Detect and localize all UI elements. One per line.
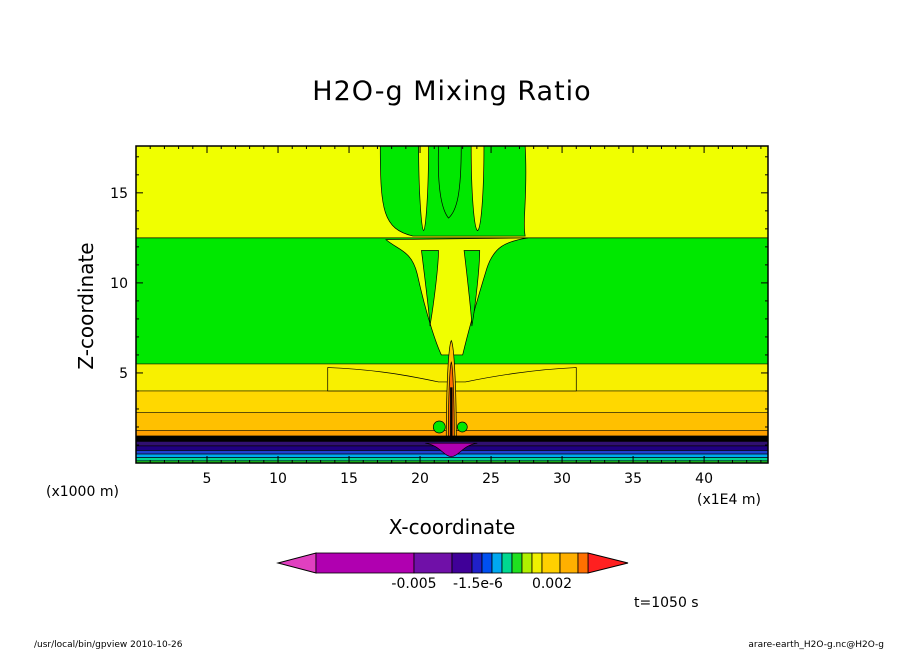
chart-title: H2O-g Mixing Ratio	[312, 76, 592, 107]
y-tick-label: 10	[110, 276, 128, 292]
plume-yellow-funnel	[385, 237, 529, 356]
colorbar-tick-label: -0.005	[391, 576, 436, 592]
plume-base-dip	[425, 442, 478, 458]
colorbar-segment	[511, 552, 523, 574]
footer-path: /usr/local/bin/gpview 2010-10-26	[34, 640, 183, 650]
colorbar-segment	[531, 552, 543, 574]
x-axis-label: X-coordinate	[388, 515, 516, 539]
time-label: t=1050 s	[634, 595, 699, 611]
plume-green-core	[437, 146, 462, 219]
plot-area	[136, 146, 768, 463]
contour-layer	[136, 435, 768, 442]
x-scale-label: (x1E4 m)	[697, 492, 761, 508]
colorbar-segment	[471, 552, 483, 574]
x-tick-label: 25	[482, 471, 500, 487]
colorbar-segment	[501, 552, 513, 574]
plume-green-blob	[432, 420, 446, 434]
plume-wing	[327, 367, 577, 392]
colorbar-arrow-left	[276, 552, 317, 574]
colorbar-segment	[521, 552, 533, 574]
plume-yellow-finger	[470, 146, 485, 232]
x-tick-label: 30	[553, 471, 571, 487]
colorbar-segment	[541, 552, 561, 574]
colorbar-segment	[481, 552, 493, 574]
plume-green-blob	[456, 421, 468, 433]
plume-contours	[327, 146, 577, 458]
x-tick-label: 40	[695, 471, 713, 487]
plume-yellow-finger	[418, 146, 429, 232]
footer-file: arare-earth_H2O-g.nc@H2O-g	[748, 640, 884, 650]
plume-green-inner	[463, 250, 481, 327]
plume-green-inner	[421, 250, 439, 327]
colorbar-segment	[413, 552, 453, 574]
y-tick-label: 5	[119, 366, 128, 382]
x-unit-label: (x1000 m)	[46, 484, 119, 500]
colorbar-segment	[559, 552, 579, 574]
y-tick-label: 15	[110, 186, 128, 202]
axis-ticks: 5 10 15 20 25 30 35 40 5 10 15	[110, 146, 768, 487]
plot-frame	[135, 145, 769, 464]
colorbar: -0.005 -1.5e-6 0.002	[276, 552, 629, 592]
y-axis-label: Z-coordinate	[74, 242, 98, 370]
x-tick-label: 10	[269, 471, 287, 487]
colorbar-arrow-right	[587, 552, 629, 574]
contour-layer	[136, 457, 768, 461]
colorbar-tick-label: -1.5e-6	[453, 576, 503, 592]
colorbar-segment	[577, 552, 589, 574]
colorbar-segment	[315, 552, 415, 574]
colorbar-segment	[491, 552, 503, 574]
plume-stalk-core	[450, 387, 453, 436]
colorbar-tick-label: 0.002	[532, 576, 572, 592]
x-tick-label: 20	[411, 471, 429, 487]
colorbar-segment	[451, 552, 473, 574]
x-tick-label: 15	[340, 471, 358, 487]
x-tick-label: 35	[624, 471, 642, 487]
x-tick-label: 5	[203, 471, 212, 487]
contour-layer	[136, 460, 768, 463]
